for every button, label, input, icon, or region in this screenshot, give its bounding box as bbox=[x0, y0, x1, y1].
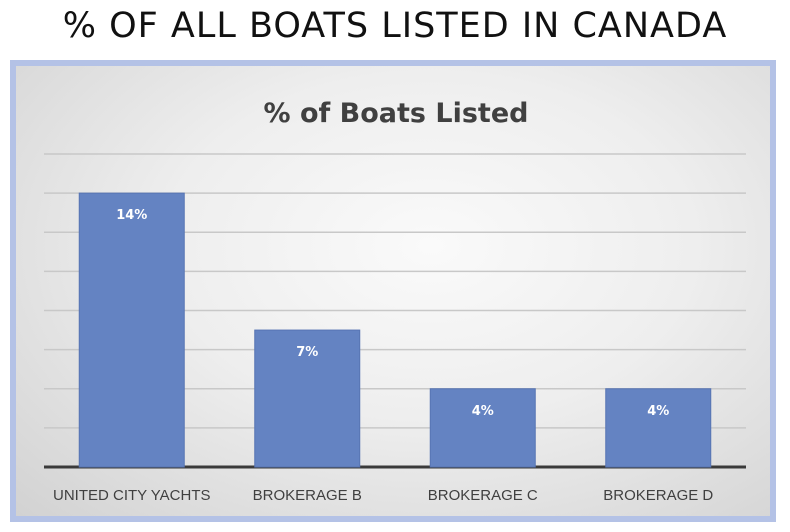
x-tick-label: BROKERAGE C bbox=[428, 487, 538, 504]
x-tick-label: UNITED CITY YACHTS bbox=[53, 487, 211, 504]
data-label: 7% bbox=[296, 345, 318, 360]
data-label: 4% bbox=[647, 404, 669, 419]
page-heading: % OF ALL BOATS LISTED IN CANADA bbox=[62, 6, 728, 46]
bar bbox=[78, 192, 185, 468]
chart-title: % of Boats Listed bbox=[264, 98, 529, 129]
data-label: 4% bbox=[472, 404, 494, 419]
bar bbox=[254, 329, 361, 468]
bar-chart: % of Boats Listed 14% 7% 4% 4% UNITED CITY … bbox=[44, 98, 746, 504]
chart-frame: % of Boats Listed 14% 7% 4% 4% UNITED CITY … bbox=[10, 60, 776, 522]
bar bbox=[605, 388, 712, 468]
bar bbox=[429, 388, 536, 468]
x-tick-label: BROKERAGE B bbox=[253, 487, 362, 504]
x-tick-label: BROKERAGE D bbox=[603, 487, 713, 504]
data-label: 14% bbox=[116, 208, 147, 223]
